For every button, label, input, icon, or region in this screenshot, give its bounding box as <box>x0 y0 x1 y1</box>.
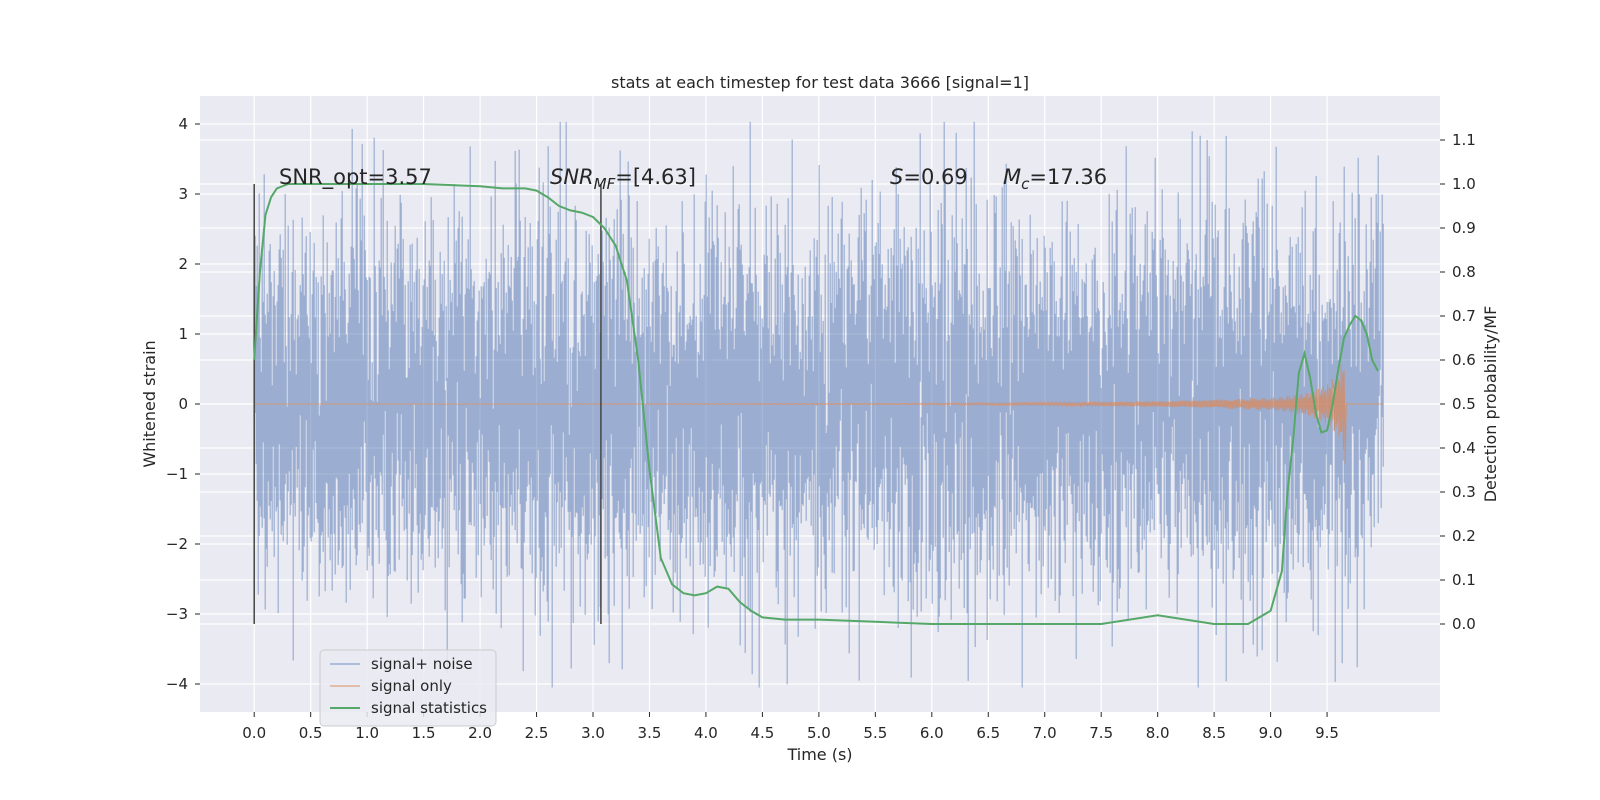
annotation-s-symbol: S <box>890 165 903 189</box>
left-y-tick-label: −2 <box>166 535 188 553</box>
left-y-axis-ticks: −4 −3 −2 −1 0 1 2 3 4 <box>166 115 200 693</box>
right-y-tick-label: 0.3 <box>1452 483 1476 501</box>
annotation-snr-mf-symbol: SNR <box>550 165 594 189</box>
x-tick-label: 8.5 <box>1202 724 1226 742</box>
x-tick-label: 8.0 <box>1146 724 1170 742</box>
annotation-mc-symbol: M <box>1003 165 1021 189</box>
right-y-tick-label: 0.8 <box>1452 263 1476 281</box>
left-y-tick-label: 0 <box>178 395 188 413</box>
right-y-tick-label: 1.0 <box>1452 175 1476 193</box>
right-y-tick-label: 0.6 <box>1452 351 1476 369</box>
right-y-tick-label: 0.4 <box>1452 439 1476 457</box>
left-y-tick-label: 2 <box>178 255 188 273</box>
x-tick-label: 9.5 <box>1315 724 1339 742</box>
x-tick-label: 9.0 <box>1259 724 1283 742</box>
x-axis-ticks: 0.0 0.5 1.0 1.5 2.0 2.5 3.0 3.5 4.0 4.5 5.0 5.5 6.0 6… <box>242 712 1339 742</box>
x-tick-label: 1.0 <box>355 724 379 742</box>
annotation-s-value: =0.69 <box>903 165 967 189</box>
left-y-axis-label: Whitened strain <box>140 340 159 467</box>
legend-box <box>319 649 497 727</box>
left-y-tick-label: −3 <box>166 605 188 623</box>
right-y-tick-label: 1.1 <box>1452 131 1476 149</box>
right-y-axis-label: Detection probability/MF <box>1481 306 1500 503</box>
annotation-snr-mf-subscript: MF <box>594 175 616 193</box>
right-y-tick-label: 0.1 <box>1452 571 1476 589</box>
x-axis-label: Time (s) <box>786 745 852 764</box>
signal-only-trace <box>254 364 1384 464</box>
annotation-mc-value: =17.36 <box>1029 165 1107 189</box>
right-y-tick-label: 0.2 <box>1452 527 1476 545</box>
legend: signal+ noise signal only signal statist… <box>319 649 497 727</box>
x-tick-label: 3.5 <box>638 724 662 742</box>
x-tick-label: 7.5 <box>1089 724 1113 742</box>
x-tick-label: 5.5 <box>863 724 887 742</box>
x-tick-label: 6.5 <box>976 724 1000 742</box>
right-y-axis-ticks: 0.0 0.1 0.2 0.3 0.4 0.5 0.6 0.7 0.8 0.9 1.0 1.1 <box>1440 131 1476 633</box>
right-y-tick-label: 0.7 <box>1452 307 1476 325</box>
vertical-markers <box>253 184 602 624</box>
x-tick-label: 4.0 <box>694 724 718 742</box>
left-y-tick-label: 3 <box>178 185 188 203</box>
x-tick-label: 5.0 <box>807 724 831 742</box>
left-y-tick-label: −4 <box>166 675 188 693</box>
left-y-tick-label: 1 <box>178 325 188 343</box>
annotation-snr-mf-value: =[4.63] <box>615 165 696 189</box>
annotation-snr-mf: SNRMF=[4.63] <box>550 165 696 193</box>
x-tick-label: 2.0 <box>468 724 492 742</box>
right-y-tick-label: 0.5 <box>1452 395 1476 413</box>
x-tick-label: 6.0 <box>920 724 944 742</box>
annotation-s: S=0.69 <box>890 165 968 189</box>
left-y-tick-label: 4 <box>178 115 188 133</box>
legend-label-signal-statistics: signal statistics <box>371 699 487 717</box>
left-y-tick-label: −1 <box>166 465 188 483</box>
right-y-tick-label: 0.9 <box>1452 219 1476 237</box>
series-signal-statistics <box>253 183 1379 625</box>
annotation-snr-opt: SNR_opt=3.57 <box>279 165 432 190</box>
x-tick-label: 7.0 <box>1033 724 1057 742</box>
annotations: SNR_opt=3.57 SNRMF=[4.63] S=0.69 Mc=17.3… <box>279 165 1107 193</box>
x-tick-label: 1.5 <box>412 724 436 742</box>
legend-label-signal-only: signal only <box>371 677 452 695</box>
annotation-mc-subscript: c <box>1021 175 1030 193</box>
x-tick-label: 4.5 <box>750 724 774 742</box>
legend-label-signal-plus-noise: signal+ noise <box>371 655 473 673</box>
signal-statistics-line <box>253 183 1379 625</box>
x-tick-label: 0.0 <box>242 724 266 742</box>
series-signal-only <box>254 364 1384 464</box>
x-tick-label: 0.5 <box>299 724 323 742</box>
x-tick-label: 3.0 <box>581 724 605 742</box>
x-tick-label: 2.5 <box>525 724 549 742</box>
right-y-tick-label: 0.0 <box>1452 615 1476 633</box>
annotation-mc: Mc=17.36 <box>1003 165 1107 193</box>
chart-title: stats at each timestep for test data 366… <box>611 73 1029 92</box>
